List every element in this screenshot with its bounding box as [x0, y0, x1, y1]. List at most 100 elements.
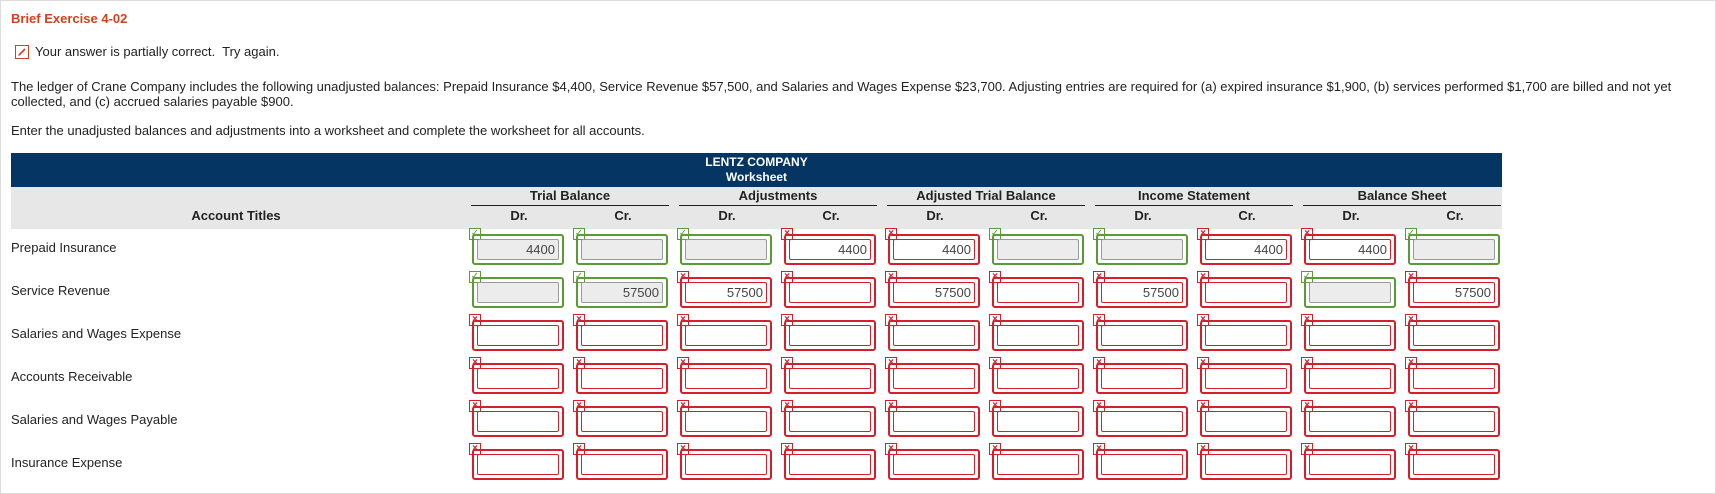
trial-balance-cr-input[interactable]: [581, 282, 663, 303]
adjusted-trial-balance-cr-input[interactable]: [997, 325, 1079, 346]
adjusted-trial-balance-dr-input[interactable]: [893, 282, 975, 303]
balance-sheet-dr-input[interactable]: [1309, 282, 1391, 303]
income-statement-dr-input[interactable]: [1101, 454, 1183, 475]
balance-sheet-cr-input[interactable]: [1413, 454, 1495, 475]
income-statement-cr-input[interactable]: [1205, 282, 1287, 303]
adjusted-trial-balance-cr-input[interactable]: [997, 411, 1079, 432]
income-statement-dr-field: [1096, 363, 1188, 394]
balance-sheet-cr-input[interactable]: [1413, 325, 1495, 346]
adjustments-cr-input[interactable]: [789, 411, 871, 432]
trial-balance-dr-field: [472, 277, 564, 308]
adjusted-trial-balance-cr-input[interactable]: [997, 368, 1079, 389]
adjustments-dr-input[interactable]: [685, 282, 767, 303]
problem-text: The ledger of Crane Company includes the…: [11, 79, 1672, 109]
balance-sheet-dr-field: [1304, 406, 1396, 437]
instruction-text: Enter the unadjusted balances and adjust…: [11, 123, 645, 138]
balance-sheet-dr-input[interactable]: [1309, 239, 1391, 260]
balance-sheet-dr-input[interactable]: [1309, 368, 1391, 389]
balance-sheet-dr-input[interactable]: [1309, 411, 1391, 432]
adjusted-trial-balance-cr-field: [992, 449, 1084, 480]
trial-balance-dr-input[interactable]: [477, 454, 559, 475]
trial-balance-dr-input[interactable]: [477, 411, 559, 432]
balance-sheet-dr-input[interactable]: [1309, 325, 1391, 346]
trial-balance-dr-input[interactable]: [477, 282, 559, 303]
status-text: Your answer is partially correct. Try ag…: [35, 44, 280, 59]
adjustments-cr-input[interactable]: [789, 454, 871, 475]
adjusted-trial-balance-dr-input[interactable]: [893, 368, 975, 389]
trial-balance-dr-field: [472, 449, 564, 480]
income-statement-dr-input[interactable]: [1101, 282, 1183, 303]
balance-sheet-cr-header: Cr.: [1446, 208, 1464, 223]
income-statement-dr-input[interactable]: [1101, 368, 1183, 389]
trial-balance-cr-field: [576, 320, 668, 351]
income-statement-dr-input[interactable]: [1101, 411, 1183, 432]
trial-balance-cr-header: Cr.: [614, 208, 632, 223]
adjustments-cr-field: [784, 320, 876, 351]
adjustments-cr-field: [784, 406, 876, 437]
adjustments-dr-field: [680, 363, 772, 394]
adjustments-cr-input[interactable]: [789, 239, 871, 260]
trial-balance-cr-input[interactable]: [581, 325, 663, 346]
balance-sheet-dr-field: [1304, 277, 1396, 308]
group-balance-sheet: Balance Sheet: [1303, 188, 1501, 206]
trial-balance-cr-field: [576, 277, 668, 308]
trial-balance-dr-input[interactable]: [477, 325, 559, 346]
exercise-title: Brief Exercise 4-02: [11, 11, 128, 26]
income-statement-cr-field: [1200, 320, 1292, 351]
adjusted-trial-balance-cr-input[interactable]: [997, 282, 1079, 303]
adjustments-cr-field: [784, 277, 876, 308]
balance-sheet-cr-input[interactable]: [1413, 239, 1495, 260]
income-statement-cr-input[interactable]: [1205, 239, 1287, 260]
balance-sheet-dr-header: Dr.: [1342, 208, 1360, 223]
adjusted-trial-balance-cr-field: [992, 363, 1084, 394]
balance-sheet-cr-input[interactable]: [1413, 282, 1495, 303]
income-statement-cr-input[interactable]: [1205, 411, 1287, 432]
balance-sheet-cr-input[interactable]: [1413, 368, 1495, 389]
balance-sheet-cr-input[interactable]: [1413, 411, 1495, 432]
adjustments-cr-input[interactable]: [789, 282, 871, 303]
adjustments-dr-input[interactable]: [685, 325, 767, 346]
group-income-statement: Income Statement: [1095, 188, 1293, 206]
income-statement-dr-input[interactable]: [1101, 239, 1183, 260]
adjustments-cr-input[interactable]: [789, 325, 871, 346]
adjustments-dr-input[interactable]: [685, 411, 767, 432]
balance-sheet-dr-field: [1304, 449, 1396, 480]
account-title: Salaries and Wages Payable: [11, 412, 178, 427]
adjusted-trial-balance-cr-field: [992, 234, 1084, 265]
trial-balance-cr-input[interactable]: [581, 239, 663, 260]
income-statement-cr-field: [1200, 277, 1292, 308]
adjusted-trial-balance-dr-input[interactable]: [893, 454, 975, 475]
worksheet-name: Worksheet: [725, 170, 788, 184]
income-statement-cr-input[interactable]: [1205, 368, 1287, 389]
adjustments-dr-input[interactable]: [685, 368, 767, 389]
balance-sheet-cr-field: [1408, 277, 1500, 308]
adjustments-dr-field: [680, 234, 772, 265]
adjusted-trial-balance-dr-input[interactable]: [893, 411, 975, 432]
adjustments-dr-input[interactable]: [685, 239, 767, 260]
income-statement-cr-input[interactable]: [1205, 454, 1287, 475]
account-title: Salaries and Wages Expense: [11, 326, 182, 341]
account-title: Service Revenue: [11, 283, 110, 298]
balance-sheet-cr-field: [1408, 406, 1500, 437]
adjustments-dr-header: Dr.: [718, 208, 736, 223]
balance-sheet-cr-field: [1408, 449, 1500, 480]
balance-sheet-cr-field: [1408, 234, 1500, 265]
adjusted-trial-balance-dr-input[interactable]: [893, 239, 975, 260]
balance-sheet-dr-input[interactable]: [1309, 454, 1391, 475]
adjustments-dr-input[interactable]: [685, 454, 767, 475]
trial-balance-dr-input[interactable]: [477, 239, 559, 260]
trial-balance-cr-input[interactable]: [581, 411, 663, 432]
trial-balance-cr-input[interactable]: [581, 454, 663, 475]
income-statement-dr-field: [1096, 277, 1188, 308]
income-statement-dr-input[interactable]: [1101, 325, 1183, 346]
adjusted-trial-balance-cr-input[interactable]: [997, 239, 1079, 260]
income-statement-dr-field: [1096, 449, 1188, 480]
adjustments-cr-input[interactable]: [789, 368, 871, 389]
worksheet-header: LENTZ COMPANY Worksheet: [11, 153, 1502, 187]
income-statement-cr-field: [1200, 449, 1292, 480]
adjusted-trial-balance-cr-input[interactable]: [997, 454, 1079, 475]
adjusted-trial-balance-dr-input[interactable]: [893, 325, 975, 346]
trial-balance-cr-input[interactable]: [581, 368, 663, 389]
trial-balance-dr-input[interactable]: [477, 368, 559, 389]
income-statement-cr-input[interactable]: [1205, 325, 1287, 346]
